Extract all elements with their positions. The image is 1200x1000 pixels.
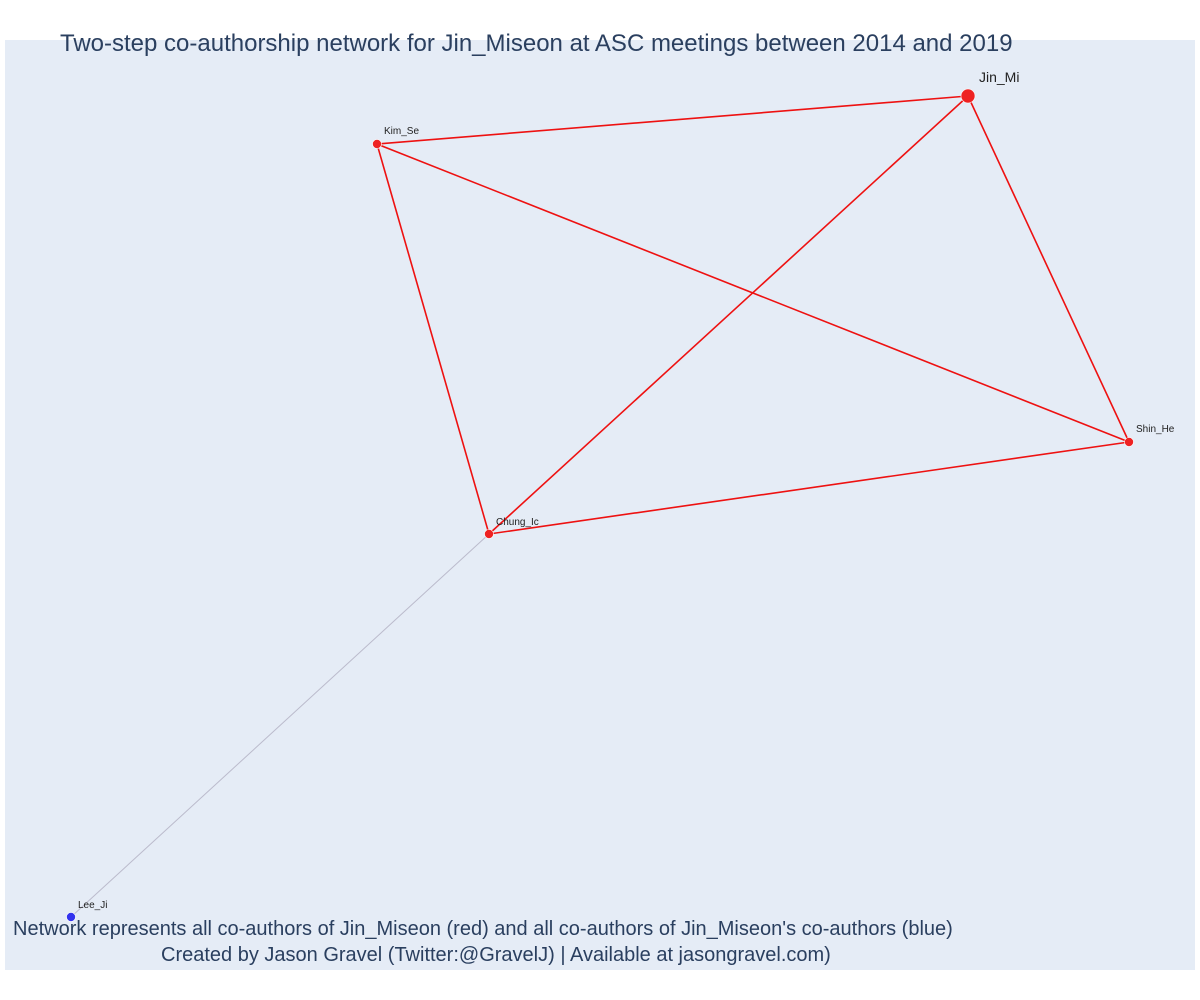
node-Lee_Ji[interactable] — [66, 912, 76, 922]
edge-Jin_Mi-Shin_He — [967, 95, 1130, 443]
node-label-Lee_Ji: Lee_Ji — [78, 900, 107, 911]
node-Chung_Ic[interactable] — [484, 529, 494, 539]
caption-legend: Network represents all co-authors of Jin… — [13, 918, 953, 940]
edge-Jin_Mi-Chung_Ic — [488, 95, 969, 535]
node-Shin_He[interactable] — [1124, 437, 1134, 447]
edges-layer — [70, 95, 1130, 918]
node-label-Chung_Ic: Chung_Ic — [496, 517, 539, 528]
nodes-layer — [66, 88, 1134, 922]
edge-Kim_Se-Shin_He — [376, 143, 1130, 443]
node-label-Jin_Mi: Jin_Mi — [979, 69, 1019, 85]
labels-layer: Jin_Mi Kim_Se Shin_He Chung_Ic Lee_Ji — [78, 69, 1175, 911]
node-Jin_Mi[interactable] — [960, 88, 976, 104]
edge-Jin_Mi-Kim_Se — [376, 95, 969, 145]
node-Kim_Se[interactable] — [372, 139, 382, 149]
node-label-Shin_He: Shin_He — [1136, 424, 1175, 435]
edge-Kim_Se-Chung_Ic — [376, 143, 490, 535]
caption-credit: Created by Jason Gravel (Twitter:@Gravel… — [161, 944, 831, 966]
plot-area — [5, 40, 1195, 970]
node-label-Kim_Se: Kim_Se — [384, 126, 419, 137]
edge-Chung_Ic-Lee_Ji — [70, 533, 490, 918]
edge-Chung_Ic-Shin_He — [488, 441, 1130, 535]
chart-title: Two-step co-authorship network for Jin_M… — [60, 30, 1013, 57]
